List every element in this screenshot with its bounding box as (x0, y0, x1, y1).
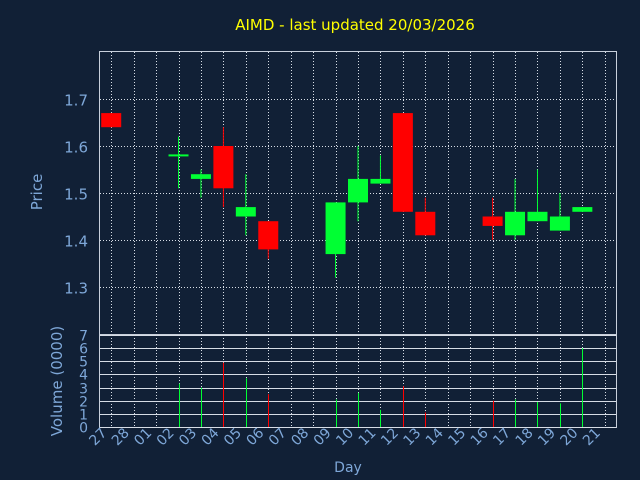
candle (235, 174, 256, 236)
day-axis-label: Day (334, 460, 362, 476)
candle (527, 169, 548, 222)
candle-body (549, 216, 570, 231)
volume-tick-label: 4 (79, 368, 88, 384)
candle (325, 202, 346, 278)
candle (415, 197, 436, 236)
price-axis-ticks: 1.3 1.4 1.5 1.6 1.7 (64, 92, 88, 298)
candle-body (572, 207, 593, 212)
candle-body (370, 178, 391, 184)
candle-body (213, 146, 234, 189)
volume-axis-label: Volume (0000) (48, 326, 66, 436)
candle (549, 193, 570, 231)
candle-body (415, 211, 436, 236)
candle (392, 113, 413, 212)
candle (190, 169, 211, 198)
candle-body (527, 211, 548, 222)
candle-body (392, 113, 413, 212)
price-panel: 1.3 1.4 1.5 1.6 1.7 Price (28, 51, 617, 335)
price-axis-label: Price (28, 174, 46, 211)
volume-tick-label: 0 (79, 421, 88, 437)
candlestick-series (101, 113, 593, 278)
price-tick-label: 1.6 (64, 139, 88, 157)
candle-body (325, 202, 346, 255)
candle (370, 155, 391, 184)
candle-body (258, 221, 279, 250)
price-tick-label: 1.5 (64, 186, 88, 204)
volume-tick-label: 6 (79, 342, 88, 358)
price-tick-label: 1.7 (64, 92, 88, 110)
volume-bar-series (179, 348, 583, 427)
chart-title: AIMD - last updated 20/03/2026 (235, 16, 475, 34)
candle-body (482, 216, 503, 226)
volume-tick-label: 5 (79, 355, 88, 371)
candle (482, 197, 503, 240)
volume-tick-label: 3 (79, 382, 88, 398)
candle-body (235, 207, 256, 217)
candle-body (190, 174, 211, 179)
price-tick-label: 1.3 (64, 280, 88, 298)
candle (101, 113, 122, 128)
candle-body (505, 211, 526, 236)
volume-tick-label: 2 (79, 395, 88, 411)
candle-body (168, 154, 189, 157)
candle (572, 207, 593, 212)
volume-tick-label: 7 (79, 329, 88, 345)
candle (213, 127, 234, 208)
volume-grid (100, 335, 616, 428)
price-tick-label: 1.4 (64, 233, 88, 251)
candle (348, 146, 368, 222)
candle (505, 178, 526, 240)
day-axis-ticks: 2728010203040506070809101112131415161718… (86, 425, 603, 449)
volume-tick-label: 1 (79, 408, 88, 424)
candle-body (101, 113, 122, 128)
candle (168, 136, 189, 189)
candle (258, 221, 279, 259)
candle-body (348, 178, 368, 203)
